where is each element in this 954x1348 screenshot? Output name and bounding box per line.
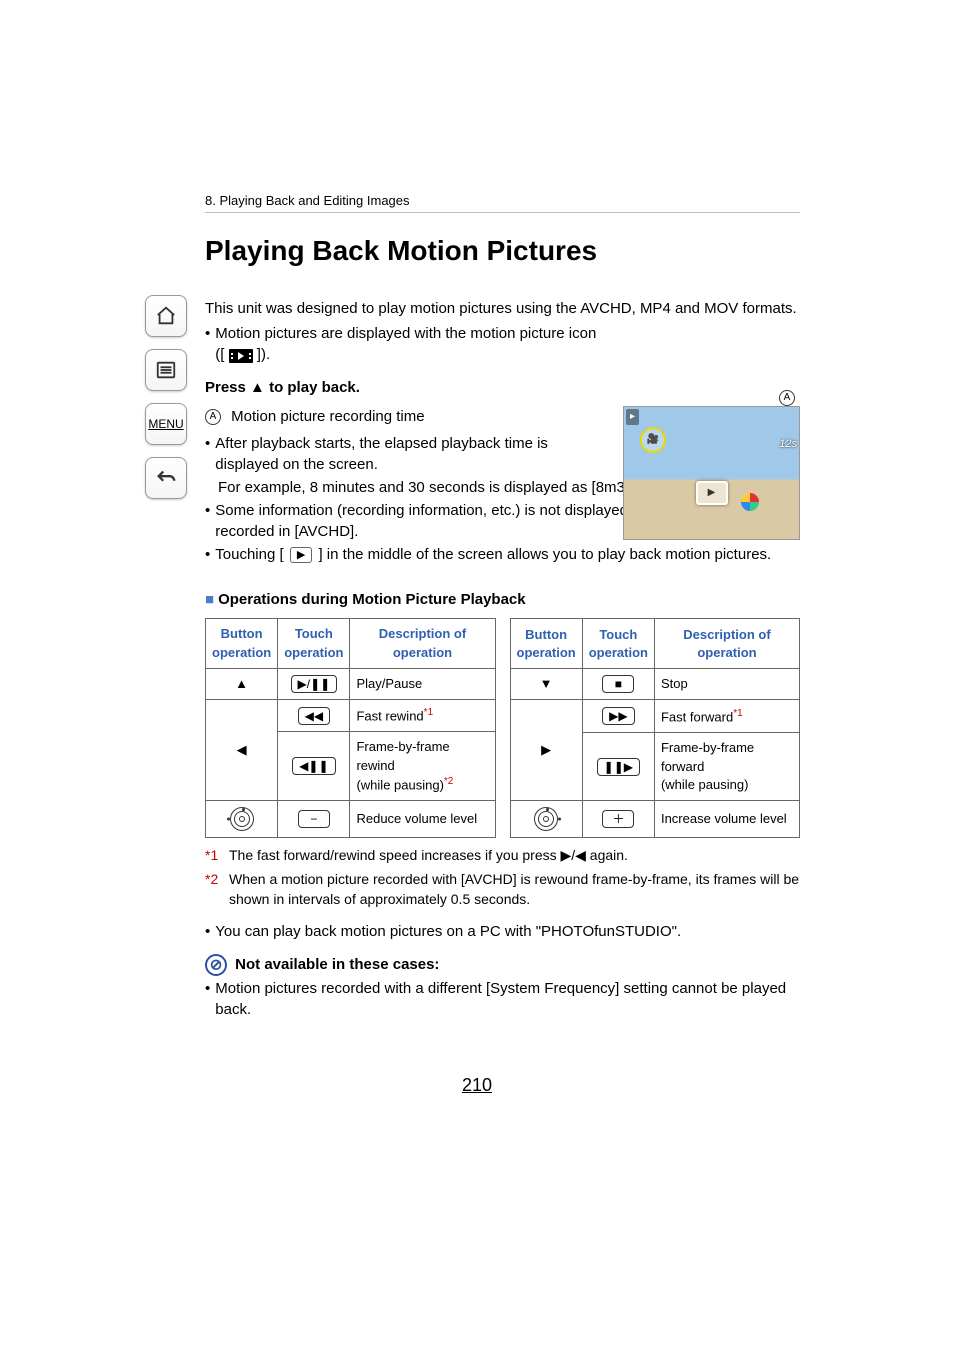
ops-subhead: Operations during Motion Picture Playbac…: [205, 589, 800, 610]
th-button-r: Button operation: [510, 619, 582, 669]
cell-rew-icon: ◀◀: [278, 699, 350, 732]
bullet1-line1: Motion pictures are displayed with the m…: [215, 325, 596, 342]
nav-toc-icon[interactable]: [145, 349, 187, 391]
thumb-rec-icon: 🎥: [640, 427, 666, 453]
cell-framefwd-desc: Frame-by-frame forward(while pausing): [654, 733, 799, 801]
cell-plus-icon: ＋: [582, 801, 654, 838]
cell-up: ▲: [206, 668, 278, 699]
thumb-ball: [741, 493, 759, 511]
cell-stop-desc: Stop: [654, 669, 799, 700]
n1-text: The fast forward/rewind speed increases …: [229, 846, 800, 866]
bullet1-open: ([: [215, 346, 224, 363]
cell-ff-desc: Fast forward*1: [654, 700, 799, 733]
no-avail-head: Not available in these cases:: [205, 954, 800, 976]
th-button: Button operation: [206, 619, 278, 668]
press-pre: Press: [205, 379, 250, 396]
label-a-text: Motion picture recording time: [231, 408, 424, 425]
bullet-touch: Touching [ ▶ ] in the middle of the scre…: [205, 544, 800, 565]
nav-back-icon[interactable]: [145, 457, 187, 499]
th-touch: Touch operation: [278, 619, 350, 668]
ops-table-left: Button operation Touch operation Descrip…: [205, 618, 496, 838]
cell-framefwd-icon: ❚❚▶: [582, 733, 654, 801]
cell-playpause-icon: ▶/❚❚: [278, 668, 350, 699]
bullet-touch-post: ] in the middle of the screen allows you…: [318, 546, 771, 563]
cell-ff-icon: ▶▶: [582, 700, 654, 733]
page-number: 210: [462, 1073, 492, 1098]
cell-dial-right: [510, 801, 582, 838]
th-touch-r: Touch operation: [582, 619, 654, 669]
cell-stop-icon: ■: [582, 669, 654, 700]
label-a-marker: A: [779, 390, 795, 406]
bullet-motion-icon: Motion pictures are displayed with the m…: [205, 323, 800, 365]
up-arrow-symbol: ▲: [250, 379, 265, 396]
cell-right: ▶: [510, 700, 582, 801]
th-desc-r: Description of operation: [654, 619, 799, 669]
no-avail-icon: [205, 954, 227, 976]
cell-playpause-desc: Play/Pause: [350, 668, 495, 699]
side-nav: MENU: [145, 295, 190, 499]
no-avail-bullet-text: Motion pictures recorded with a differen…: [215, 978, 800, 1020]
thumb-rectime-text: 12s: [779, 437, 797, 452]
dial-left-icon: [230, 807, 254, 831]
thumb-playbox-icon: [696, 481, 728, 505]
nav-home-icon[interactable]: [145, 295, 187, 337]
ops-tables: Button operation Touch operation Descrip…: [205, 618, 800, 838]
cell-dial-left: [206, 801, 278, 838]
bullet-touch-pre: Touching [: [215, 546, 283, 563]
bullet1-close: ]).: [257, 346, 270, 363]
press-post: to play back.: [265, 379, 360, 396]
no-avail-head-text: Not available in these cases:: [235, 956, 439, 973]
cell-down: ▼: [510, 669, 582, 700]
sample-thumb-image: A ▸ 🎥 12s: [623, 406, 800, 540]
no-avail-bullet: Motion pictures recorded with a differen…: [205, 978, 800, 1020]
cell-left: ◀: [206, 699, 278, 800]
label-a-icon: A: [205, 409, 221, 425]
section-header: 8. Playing Back and Editing Images: [205, 192, 800, 213]
th-desc: Description of operation: [350, 619, 495, 668]
dial-right-icon: [534, 807, 558, 831]
page-title: Playing Back Motion Pictures: [205, 231, 800, 270]
n1-mark: *1: [205, 846, 229, 866]
footnote-2: *2 When a motion picture recorded with […: [205, 870, 800, 909]
intro-text: This unit was designed to play motion pi…: [205, 298, 800, 319]
cell-minus-icon: −: [278, 801, 350, 838]
cell-volminus-desc: Reduce volume level: [350, 801, 495, 838]
ops-table-right: Button operation Touch operation Descrip…: [510, 618, 801, 838]
n2-text: When a motion picture recorded with [AVC…: [229, 870, 800, 909]
main-content: 8. Playing Back and Editing Images Playi…: [205, 192, 800, 1022]
n2-mark: *2: [205, 870, 229, 909]
cell-framerewind-icon: ◀❚❚: [278, 732, 350, 801]
cell-volup-desc: Increase volume level: [654, 801, 799, 838]
cell-rew-desc: Fast rewind*1: [350, 699, 495, 732]
play-icon-inline: ▶: [290, 547, 312, 563]
pc-note-text: You can play back motion pictures on a P…: [215, 921, 800, 942]
footnote-1: *1 The fast forward/rewind speed increas…: [205, 846, 800, 866]
nav-menu-button[interactable]: MENU: [145, 403, 187, 445]
bullet-elapsed-text: After playback starts, the elapsed playb…: [215, 433, 610, 475]
press-instruction: Press ▲ to play back.: [205, 377, 800, 398]
pc-note: You can play back motion pictures on a P…: [205, 921, 800, 942]
movie-icon: [229, 348, 253, 362]
thumb-play-icon: ▸: [626, 409, 639, 425]
cell-framerewind-desc: Frame-by-frame rewind(while pausing)*2: [350, 732, 495, 801]
